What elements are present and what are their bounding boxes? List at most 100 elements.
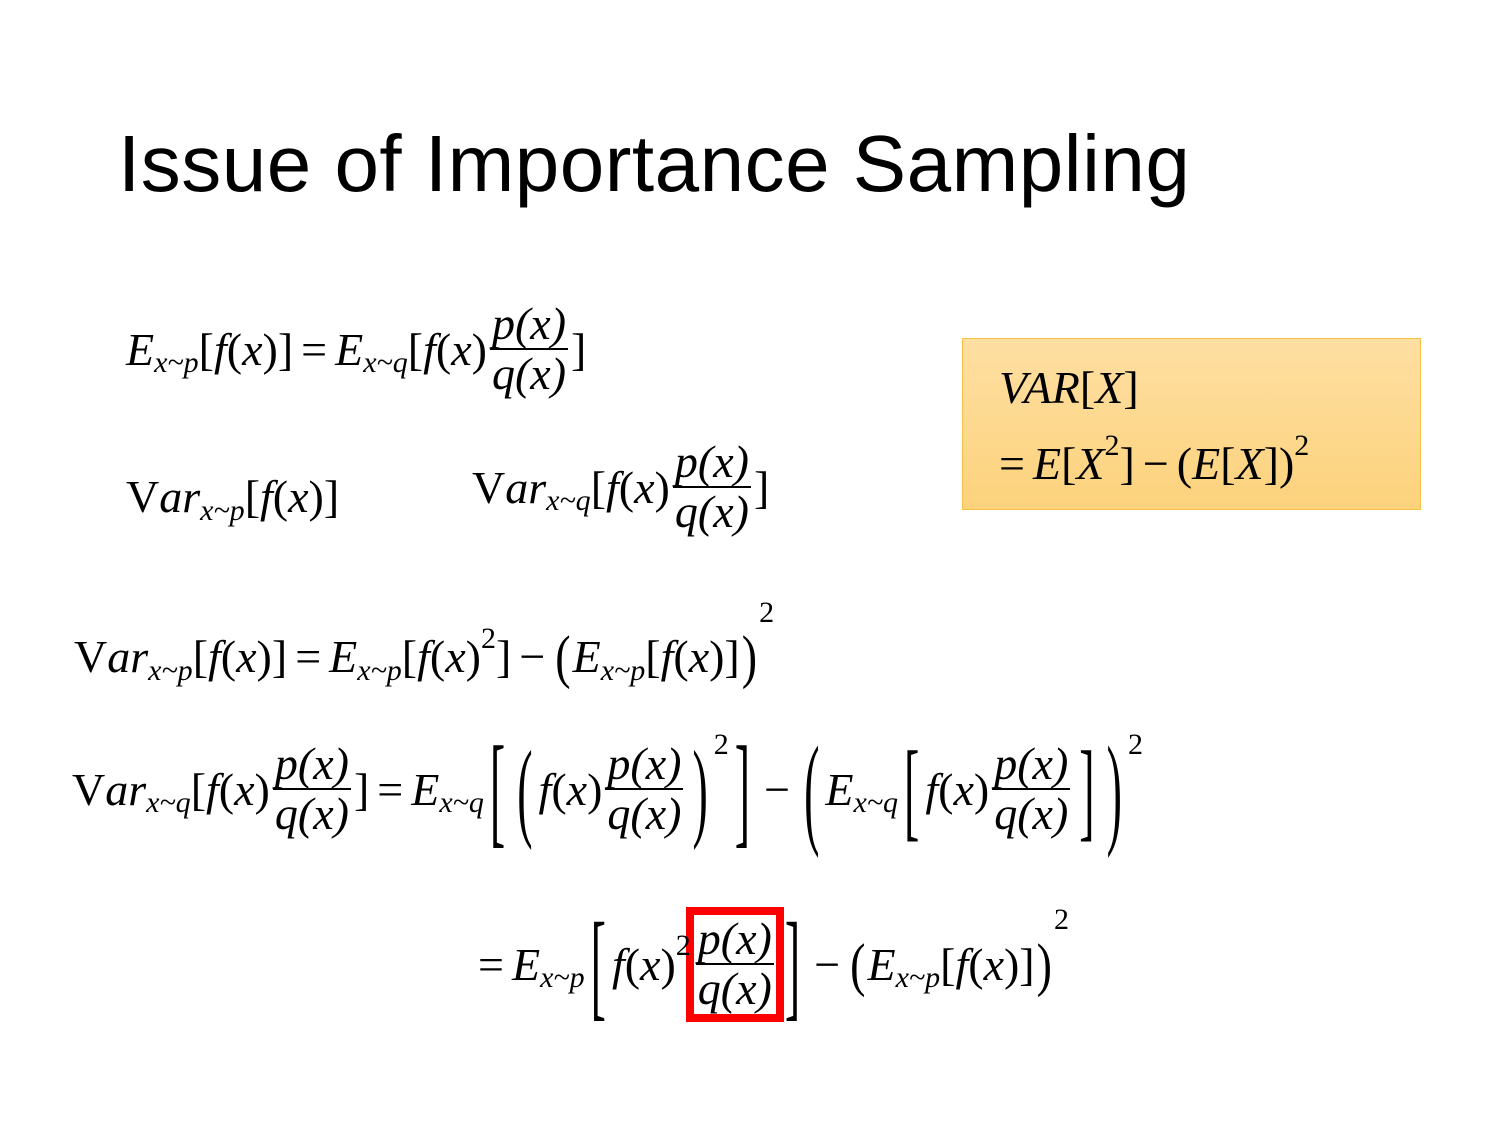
math-subscript: x~p <box>895 961 941 995</box>
math-symbol: ar <box>105 763 147 815</box>
math-superscript: 2 <box>1104 428 1120 462</box>
math-subscript: x~p <box>540 961 585 995</box>
fraction-denominator: q(x) <box>674 486 749 538</box>
math-symbol: ar <box>159 471 201 522</box>
math-operator: − <box>764 763 791 815</box>
math-delimiter: [ <box>645 631 661 682</box>
math-subscript: x~p <box>357 653 402 687</box>
math-large-delimiter: ) <box>692 728 708 851</box>
math-subscript: x~q <box>853 786 899 820</box>
math-operator: − <box>519 631 546 682</box>
math-delimiter: [ <box>940 938 956 990</box>
highlighted-importance-weight: p(x) q(x) <box>685 907 784 1022</box>
math-symbol: f <box>538 763 552 815</box>
math-subscript: x~q <box>546 484 591 518</box>
math-symbol: X <box>1076 438 1105 489</box>
fraction-numerator: p(x) <box>605 738 684 791</box>
math-delimiter: ]) <box>1263 438 1295 489</box>
fraction-numerator: p(x) <box>272 738 351 791</box>
math-symbol: x <box>234 763 255 815</box>
math-delimiter: )] <box>308 471 340 522</box>
math-large-delimiter: [ <box>489 720 506 859</box>
math-symbol: X <box>1095 362 1124 413</box>
variance-definition-line2: = E[X 2] −(E[X]) 2 <box>991 429 1309 490</box>
fraction-denominator: q(x) <box>274 788 349 840</box>
math-symbol: x <box>634 461 655 513</box>
math-symbol: x <box>288 471 309 522</box>
math-delimiter: ( <box>673 631 689 682</box>
math-symbol: x <box>445 631 466 682</box>
math-superscript: 2 <box>1294 428 1310 462</box>
math-symbol: x <box>451 323 472 375</box>
math-superscript: 2 <box>675 929 691 963</box>
math-symbol: ar <box>107 631 149 682</box>
math-delimiter: [ <box>407 323 424 375</box>
fraction-denominator: q(x) <box>607 788 682 840</box>
math-delimiter: ) <box>587 763 603 815</box>
math-symbol: f <box>417 631 430 682</box>
math-subscript: x~q <box>439 786 484 820</box>
fraction-denominator: q(x) <box>994 788 1069 840</box>
math-symbol: f <box>606 461 619 513</box>
math-symbol: x <box>236 631 257 682</box>
math-symbol: f <box>260 471 273 522</box>
math-symbol: E <box>329 631 358 682</box>
math-superscript: 2 <box>759 595 775 629</box>
math-operator: − <box>1142 438 1169 489</box>
math-delimiter: ( <box>551 763 567 815</box>
math-delimiter: [ <box>244 471 261 522</box>
math-operator: = <box>295 631 322 682</box>
math-subscript: x~p <box>154 346 199 380</box>
math-delimiter: ] <box>353 763 370 815</box>
math-subscript: x~p <box>148 653 193 687</box>
math-delimiter: ] <box>753 461 770 513</box>
math-delimiter: [ <box>198 323 214 375</box>
math-symbol: E <box>511 938 541 990</box>
math-symbol: x <box>566 763 588 815</box>
fraction-numerator: p(x) <box>672 436 751 489</box>
math-large-delimiter: ] <box>784 897 801 1031</box>
math-symbol: x <box>983 938 1004 990</box>
math-symbol: E <box>411 763 440 815</box>
math-delimiter: [ <box>192 631 209 682</box>
math-symbol: E <box>867 938 896 990</box>
math-delimiter: V <box>72 763 106 815</box>
math-superscript: 2 <box>713 728 729 762</box>
math-delimiter: )] <box>709 631 740 682</box>
math-delimiter: V <box>74 631 108 682</box>
math-large-delimiter: [ <box>590 897 606 1031</box>
math-delimiter: ( <box>938 763 954 815</box>
math-symbol: E <box>825 763 854 815</box>
math-symbol: f <box>208 631 221 682</box>
math-fraction: p(x) q(x) <box>605 738 684 840</box>
math-large-delimiter: [ <box>904 728 920 851</box>
math-delimiter: ( <box>220 631 237 682</box>
variance-definition-line1: VAR[X] <box>999 361 1139 414</box>
fraction-denominator: q(x) <box>491 348 567 400</box>
math-large-delimiter: ) <box>1036 931 1052 998</box>
fraction-numerator: p(x) <box>489 298 569 351</box>
math-large-delimiter: ( <box>850 931 866 998</box>
math-delimiter: )] <box>256 631 288 682</box>
math-fraction: p(x) q(x) <box>672 436 751 538</box>
math-delimiter: ( <box>429 631 446 682</box>
fraction-numerator: p(x) <box>992 738 1071 791</box>
math-large-delimiter: ] <box>1079 728 1095 851</box>
math-symbol: f <box>423 323 436 375</box>
math-operator: = <box>301 323 328 375</box>
math-fraction: p(x) q(x) <box>272 738 351 840</box>
math-subscript: x~p <box>200 493 245 527</box>
math-symbol: f <box>660 631 674 682</box>
math-delimiter: ( <box>218 763 235 815</box>
math-symbol: f <box>925 763 939 815</box>
math-fraction: p(x) q(x) <box>489 298 569 400</box>
fraction-numerator: p(x) <box>695 913 774 966</box>
math-symbol: x <box>688 631 710 682</box>
math-delimiter: V <box>126 471 160 522</box>
fraction-denominator: q(x) <box>697 963 772 1015</box>
math-delimiter: [ <box>590 461 607 513</box>
